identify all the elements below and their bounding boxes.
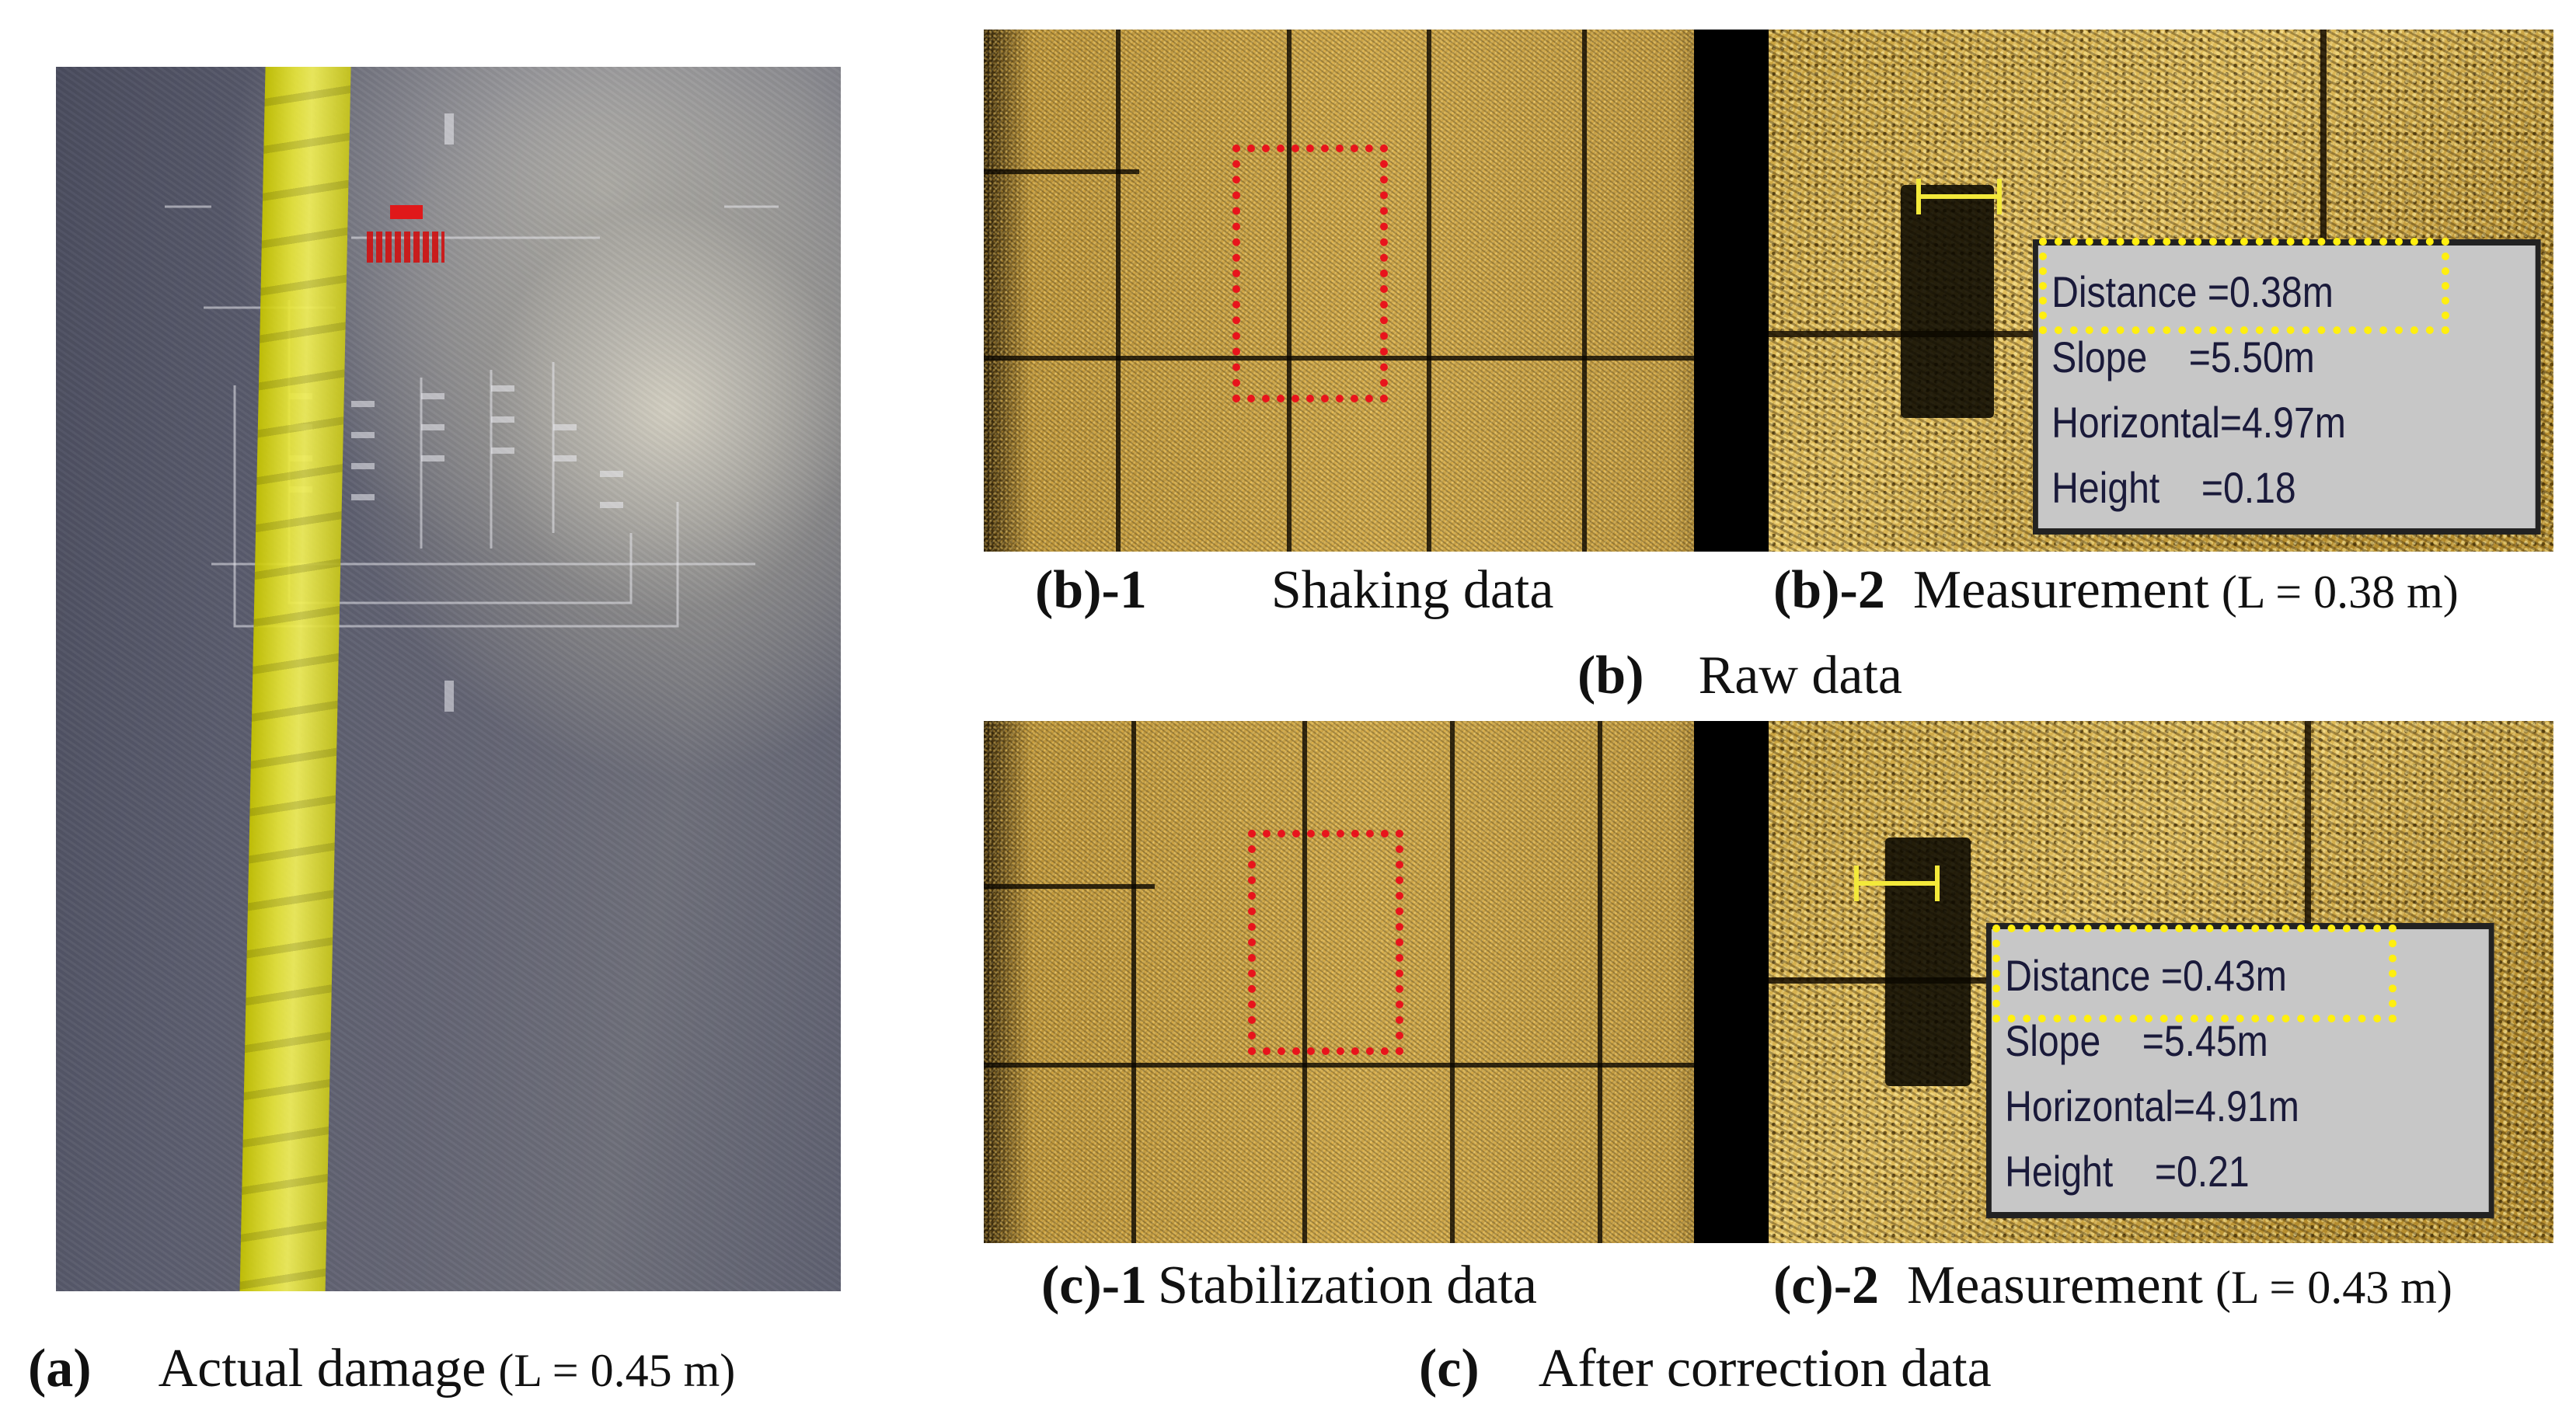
block-seam [1450, 721, 1455, 1243]
sonar-texture [984, 30, 1769, 552]
damage-highlight-box [1232, 145, 1388, 402]
caption-a-length: (L = 0.45 m) [498, 1345, 736, 1396]
caption-c2: (c)-2 Measurement (L = 0.43 m) [1773, 1255, 2452, 1317]
caption-b1-id: (b)-1 [1035, 560, 1147, 620]
caption-c1-text: Stabilization data [1158, 1256, 1537, 1315]
readout-distance: Distance =0.43m [2005, 951, 2287, 1000]
block-seam [1427, 30, 1431, 552]
block-seam [984, 1063, 1769, 1067]
caption-b-text: Raw data [1698, 646, 1902, 705]
measurement-readout: Distance =0.38m Slope =5.50m Horizontal=… [2033, 239, 2541, 535]
caption-b-letter: (b) [1577, 646, 1644, 705]
distance-highlight-box [1992, 925, 2396, 1022]
caption-a-text: Actual damage [158, 1339, 486, 1398]
readout-height: Height =0.18 [2051, 463, 2296, 512]
caption-c1: (c)-1 Stabilization data [1041, 1255, 1537, 1317]
caption-b1-text: Shaking data [1271, 560, 1554, 620]
sonar-zoom-corrected: Distance =0.43m Slope =5.45m Horizontal=… [1769, 721, 2553, 1243]
photo-overlay-drawing [165, 113, 779, 712]
sonar-dark-margin [1694, 30, 1769, 552]
readout-horizontal: Horizontal=4.91m [2005, 1081, 2299, 1130]
caption-c-letter: (c) [1419, 1339, 1480, 1398]
caption-b2-length: (L = 0.38 m) [2221, 566, 2459, 618]
photo-texture [56, 67, 841, 1291]
caption-b2-id: (b)-2 [1773, 560, 1885, 620]
distance-ruler [1854, 865, 1940, 901]
damage-highlight-box [1248, 830, 1403, 1055]
readout-slope: Slope =5.45m [2005, 1016, 2268, 1065]
caption-b1: (b)-1 Shaking data [1035, 559, 1553, 622]
red-annotation [367, 232, 444, 263]
block-seam [1598, 721, 1602, 1243]
sonar-image-shaking [984, 30, 1769, 552]
block-seam [1287, 30, 1291, 552]
caption-c2-text: Measurement [1907, 1256, 2203, 1315]
caption-c2-id: (c)-2 [1773, 1256, 1880, 1315]
sonar-image-stabilized [984, 721, 1769, 1243]
caption-c1-id: (c)-1 [1041, 1256, 1148, 1315]
distance-highlight-box [2039, 238, 2449, 334]
zoom-seam [2320, 30, 2327, 263]
caption-c2-length: (L = 0.43 m) [2215, 1262, 2452, 1313]
sonar-zoom-raw: Distance =0.38m Slope =5.50m Horizontal=… [1769, 30, 2553, 552]
block-seam [984, 356, 1769, 360]
caption-b2-text: Measurement [1912, 560, 2209, 620]
block-seam [984, 169, 1139, 174]
readout-slope: Slope =5.50m [2051, 333, 2315, 381]
caption-a: (a) Actual damage (L = 0.45 m) [28, 1338, 735, 1400]
block-seam [1582, 30, 1587, 552]
readout-horizontal: Horizontal=4.97m [2051, 398, 2346, 447]
caption-b: (b) Raw data [1577, 645, 1902, 707]
block-seam [1131, 721, 1136, 1243]
caption-c: (c) After correction data [1419, 1338, 1992, 1400]
caption-b2: (b)-2 Measurement (L = 0.38 m) [1773, 559, 2459, 622]
caption-c-text: After correction data [1538, 1339, 1992, 1398]
distance-ruler [1916, 179, 2002, 214]
red-damage-marker [390, 205, 423, 219]
sonar-texture [984, 721, 1769, 1243]
block-seam [1302, 721, 1307, 1243]
zoom-seam [2305, 721, 2311, 923]
measurement-readout: Distance =0.43m Slope =5.45m Horizontal=… [1986, 923, 2494, 1218]
damage-cavity [1901, 185, 1994, 418]
caption-a-letter: (a) [28, 1339, 92, 1398]
block-seam [1116, 30, 1121, 552]
sonar-dark-margin [1694, 721, 1769, 1243]
block-seam [984, 884, 1155, 889]
damage-cavity [1885, 838, 1971, 1086]
readout-height: Height =0.21 [2005, 1147, 2250, 1196]
actual-damage-photo [56, 67, 841, 1291]
readout-distance: Distance =0.38m [2051, 267, 2334, 316]
